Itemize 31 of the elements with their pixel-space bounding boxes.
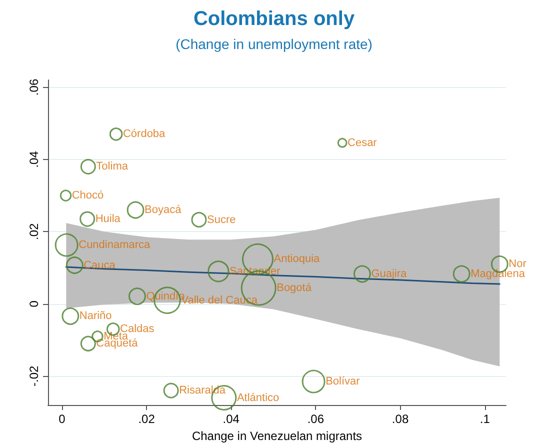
annotation: Chocó: [72, 190, 104, 202]
y-tick-label: 0: [27, 300, 41, 308]
y-tick-label: .06: [27, 78, 41, 96]
annotation: Antioquia: [274, 253, 321, 266]
annotation: Boyacá: [144, 204, 182, 216]
chart-title: Colombians only: [193, 8, 356, 30]
annotation: Tolima: [96, 160, 129, 173]
y-tick-label: -.02: [27, 365, 41, 386]
x-axis-title: Change in Venezuelan migrants: [192, 428, 362, 443]
annotation: Cesar: [348, 136, 378, 149]
annotation: Guajira: [371, 268, 408, 280]
annotation: Atlántico: [236, 392, 280, 404]
annotation: Bogotá: [276, 282, 312, 294]
x-tick-label: .08: [392, 412, 409, 426]
x-tick-label: .04: [222, 412, 240, 426]
chart-subtitle: (Change in unemployment rate): [176, 36, 372, 52]
x-tick-label: 0: [58, 412, 66, 426]
y-tick-label: .02: [27, 223, 41, 240]
annotation: Nariño: [79, 310, 112, 322]
annotation: Magdalena: [470, 268, 526, 280]
x-tick-label: .1: [480, 412, 490, 426]
annotation: Cundinamarca: [78, 239, 152, 252]
x-tick-label: .02: [138, 412, 156, 426]
annotation: Sucre: [206, 214, 236, 226]
annotation: Caquetá: [96, 338, 139, 350]
y-tick-label: .04: [27, 150, 41, 168]
annotation: Huila: [95, 213, 122, 226]
annotation: Córdoba: [122, 128, 166, 140]
annotation: Nor: [508, 258, 527, 270]
annotation: Bolívar: [326, 376, 360, 388]
x-tick-label: .06: [307, 412, 324, 426]
